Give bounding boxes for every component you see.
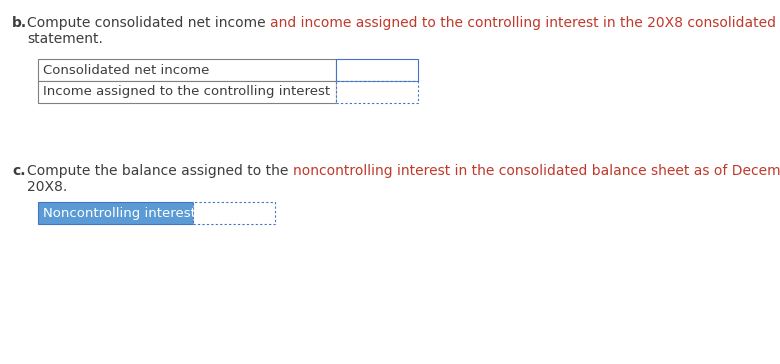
Text: and income assigned to the controlling interest in the 20X8 consolidated income: and income assigned to the controlling i… [270, 16, 780, 30]
Text: c.: c. [12, 164, 26, 178]
Text: Noncontrolling interest: Noncontrolling interest [43, 206, 196, 219]
Text: noncontrolling interest in the consolidated balance sheet as of December 31,: noncontrolling interest in the consolida… [292, 164, 780, 178]
Text: statement.: statement. [27, 32, 103, 46]
Bar [38, 202, 193, 224]
Bar [336, 59, 418, 81]
Text: 20X8.: 20X8. [27, 180, 67, 194]
Bar [38, 81, 336, 103]
Bar [193, 202, 275, 224]
Bar [336, 81, 418, 103]
Bar [38, 59, 336, 81]
Text: Compute consolidated net income: Compute consolidated net income [27, 16, 270, 30]
Text: Consolidated net income: Consolidated net income [43, 63, 209, 76]
Text: Income assigned to the controlling interest: Income assigned to the controlling inter… [43, 86, 330, 99]
Text: Compute the balance assigned to the: Compute the balance assigned to the [27, 164, 292, 178]
Text: b.: b. [12, 16, 27, 30]
